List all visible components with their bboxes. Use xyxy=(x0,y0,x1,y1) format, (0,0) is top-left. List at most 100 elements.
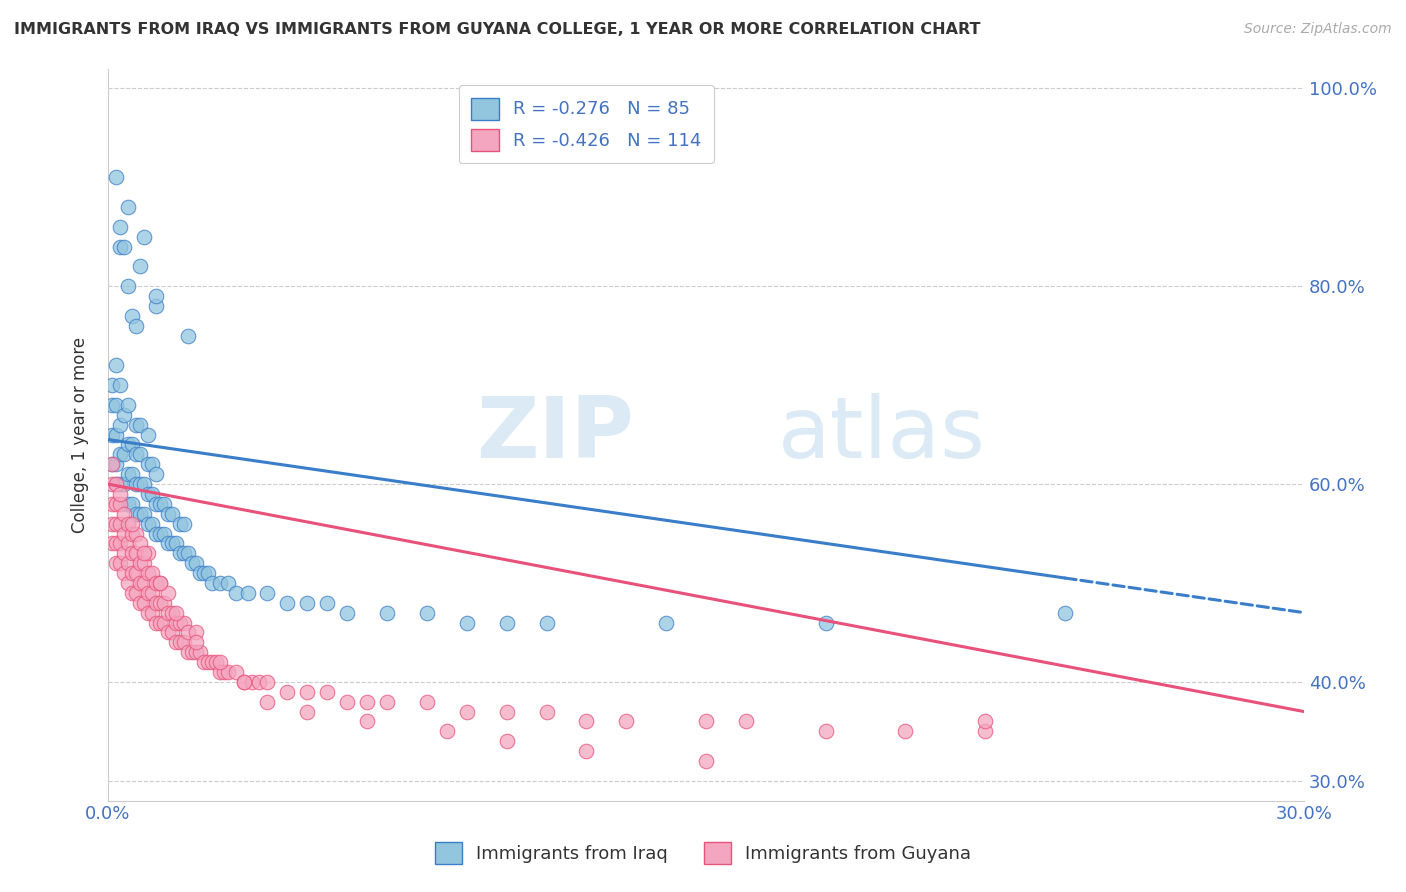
Point xyxy=(121,497,143,511)
Point xyxy=(316,596,339,610)
Point xyxy=(184,635,207,649)
Point xyxy=(145,526,167,541)
Point xyxy=(117,497,139,511)
Point xyxy=(128,507,150,521)
Point xyxy=(1053,606,1076,620)
Point xyxy=(125,507,148,521)
Point xyxy=(104,359,127,373)
Point xyxy=(132,507,155,521)
Point xyxy=(125,318,148,333)
Point xyxy=(695,754,717,768)
Point xyxy=(180,645,202,659)
Point xyxy=(655,615,678,630)
Point xyxy=(436,724,458,739)
Point xyxy=(145,576,167,591)
Point xyxy=(108,497,131,511)
Point xyxy=(125,477,148,491)
Point xyxy=(108,477,131,491)
Point xyxy=(173,546,195,560)
Point xyxy=(614,714,637,729)
Point xyxy=(121,526,143,541)
Point xyxy=(108,556,131,570)
Point xyxy=(156,625,179,640)
Legend: Immigrants from Iraq, Immigrants from Guyana: Immigrants from Iraq, Immigrants from Gu… xyxy=(420,828,986,879)
Point xyxy=(117,200,139,214)
Point xyxy=(121,309,143,323)
Point xyxy=(974,714,997,729)
Point xyxy=(160,536,183,550)
Point xyxy=(156,586,179,600)
Point xyxy=(128,447,150,461)
Point xyxy=(297,705,319,719)
Point xyxy=(141,457,163,471)
Point xyxy=(117,576,139,591)
Point xyxy=(197,566,219,580)
Point xyxy=(136,516,159,531)
Point xyxy=(125,417,148,432)
Point xyxy=(177,546,200,560)
Point xyxy=(104,516,127,531)
Point xyxy=(141,487,163,501)
Point xyxy=(149,497,172,511)
Point xyxy=(204,655,226,669)
Point xyxy=(297,685,319,699)
Point xyxy=(101,427,124,442)
Point xyxy=(297,596,319,610)
Point xyxy=(101,378,124,392)
Point xyxy=(536,615,558,630)
Point xyxy=(236,586,259,600)
Point xyxy=(141,586,163,600)
Point xyxy=(125,566,148,580)
Point xyxy=(177,625,200,640)
Point xyxy=(136,457,159,471)
Point xyxy=(145,615,167,630)
Point xyxy=(117,467,139,482)
Point xyxy=(456,705,478,719)
Point xyxy=(276,685,298,699)
Point xyxy=(165,606,187,620)
Point xyxy=(256,674,278,689)
Point xyxy=(132,576,155,591)
Point xyxy=(814,724,837,739)
Point xyxy=(125,546,148,560)
Point xyxy=(112,507,135,521)
Point xyxy=(149,576,172,591)
Point xyxy=(108,378,131,392)
Point xyxy=(894,724,917,739)
Text: IMMIGRANTS FROM IRAQ VS IMMIGRANTS FROM GUYANA COLLEGE, 1 YEAR OR MORE CORRELATI: IMMIGRANTS FROM IRAQ VS IMMIGRANTS FROM … xyxy=(14,22,980,37)
Point xyxy=(132,477,155,491)
Point xyxy=(225,586,247,600)
Point xyxy=(249,674,271,689)
Point xyxy=(121,546,143,560)
Point xyxy=(149,526,172,541)
Point xyxy=(132,546,155,560)
Point xyxy=(212,665,235,679)
Point xyxy=(188,645,211,659)
Point xyxy=(112,408,135,422)
Point xyxy=(141,566,163,580)
Point xyxy=(173,635,195,649)
Point xyxy=(112,477,135,491)
Point xyxy=(149,596,172,610)
Point xyxy=(104,427,127,442)
Point xyxy=(128,536,150,550)
Point xyxy=(197,655,219,669)
Point xyxy=(125,586,148,600)
Point xyxy=(169,516,191,531)
Point xyxy=(132,556,155,570)
Point xyxy=(108,536,131,550)
Point xyxy=(232,674,254,689)
Point xyxy=(149,615,172,630)
Point xyxy=(375,695,398,709)
Point xyxy=(153,526,176,541)
Point xyxy=(217,665,239,679)
Point xyxy=(101,457,124,471)
Point xyxy=(145,497,167,511)
Point xyxy=(184,645,207,659)
Point xyxy=(153,497,176,511)
Point xyxy=(153,596,176,610)
Point xyxy=(201,655,224,669)
Point xyxy=(112,447,135,461)
Point xyxy=(336,606,359,620)
Point xyxy=(128,576,150,591)
